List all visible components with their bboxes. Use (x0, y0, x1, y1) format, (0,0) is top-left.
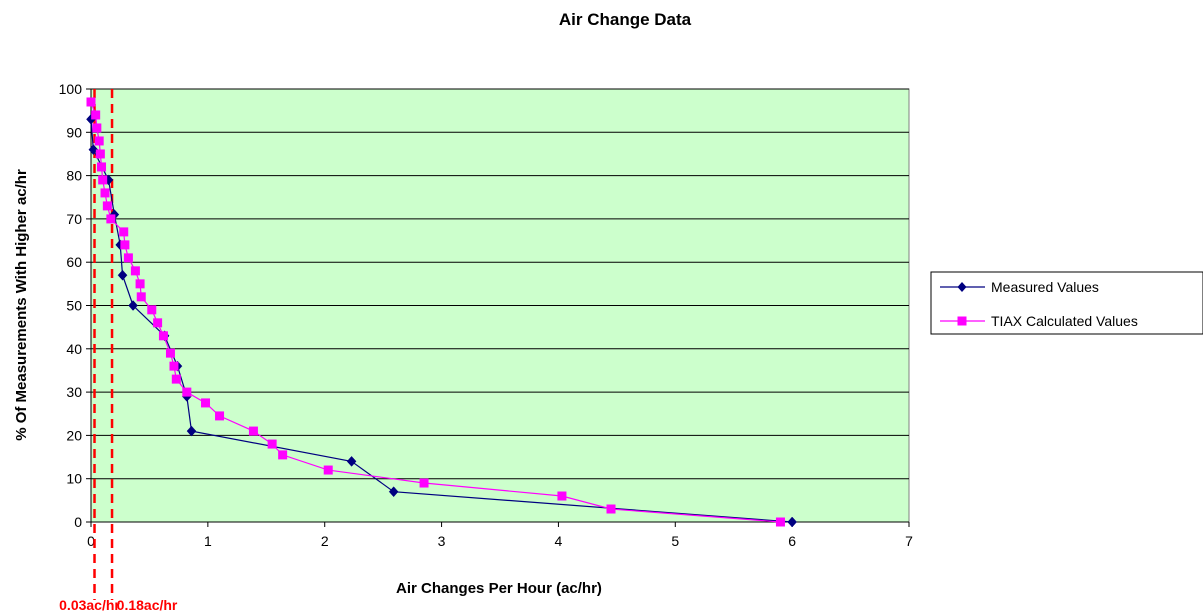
data-point-tiax (267, 439, 277, 449)
data-point-tiax (86, 97, 96, 107)
y-tick-label: 50 (66, 298, 82, 314)
legend: Measured Values TIAX Calculated Values (930, 271, 1203, 335)
data-point-tiax (323, 465, 333, 475)
chart-title: Air Change Data (559, 10, 692, 29)
data-point-measured (186, 425, 197, 437)
data-point-tiax (91, 110, 101, 120)
x-tick-label: 5 (671, 533, 679, 549)
legend-marker-diamond (957, 282, 967, 292)
data-point-tiax (169, 361, 179, 371)
data-point-tiax (120, 240, 130, 250)
series-line-measured (90, 119, 793, 523)
data-point-tiax (123, 253, 133, 263)
data-point-tiax (136, 292, 146, 302)
data-point-tiax (102, 201, 112, 211)
data-point-tiax (92, 123, 102, 133)
reference-line-label: 0.18ac/hr (117, 597, 178, 613)
y-tick-label: 80 (66, 168, 82, 184)
data-point-tiax (215, 411, 225, 421)
data-point-tiax (201, 398, 211, 408)
data-point-tiax (171, 374, 181, 384)
data-point-measured (117, 269, 128, 281)
data-point-tiax (147, 305, 157, 315)
reference-line-label: 0.03ac/hr (59, 597, 120, 613)
data-point-tiax (278, 450, 288, 460)
y-tick-label: 100 (59, 81, 83, 97)
y-tick-label: 40 (66, 341, 82, 357)
x-axis-title: Air Changes Per Hour (ac/hr) (396, 580, 602, 597)
data-point-tiax (130, 266, 140, 276)
data-point-tiax (106, 214, 116, 224)
y-tick-label: 60 (66, 254, 82, 270)
y-tick-label: 20 (66, 427, 82, 443)
data-point-tiax (95, 149, 105, 159)
data-point-tiax (158, 331, 168, 341)
data-point-tiax (98, 175, 108, 185)
data-point-tiax (119, 227, 129, 237)
data-point-measured (346, 456, 357, 467)
data-point-tiax (97, 162, 107, 172)
data-point-tiax (94, 136, 104, 146)
y-tick-label: 70 (66, 211, 82, 227)
series-markers (86, 97, 797, 528)
data-point-tiax (557, 491, 567, 501)
data-point-measured (787, 516, 797, 528)
data-point-tiax (775, 517, 785, 527)
legend-label: Measured Values (991, 279, 1099, 295)
x-tick-label: 6 (788, 533, 796, 549)
x-tick-label: 7 (905, 533, 913, 549)
x-tick-label: 2 (321, 533, 329, 549)
x-tick-label: 1 (204, 533, 212, 549)
x-tick-label: 3 (438, 533, 446, 549)
y-tick-label: 10 (66, 471, 82, 487)
reference-lines: 0.03ac/hr0.18ac/hr (59, 89, 178, 613)
data-point-measured (88, 144, 99, 155)
data-point-tiax (419, 478, 429, 488)
legend-marker-square (957, 316, 967, 326)
data-point-tiax (182, 387, 192, 397)
data-point-tiax (135, 279, 145, 289)
legend-label: TIAX Calculated Values (991, 313, 1138, 329)
x-axis-ticks: 0 1 2 3 4 5 6 7 (87, 522, 913, 549)
data-point-tiax (153, 318, 163, 328)
data-point-measured (128, 300, 138, 311)
x-tick-label: 0 (87, 533, 95, 549)
x-tick-label: 4 (555, 533, 563, 549)
y-tick-label: 90 (66, 124, 82, 140)
data-point-tiax (100, 188, 110, 198)
data-point-measured (388, 486, 399, 498)
y-axis-title: % Of Measurements With Higher ac/hr (13, 169, 30, 441)
y-axis-ticks: 0 10 20 30 40 50 60 70 80 90 100 (59, 81, 91, 530)
y-tick-label: 30 (66, 384, 82, 400)
legend-box (930, 271, 1203, 335)
data-point-tiax (165, 348, 175, 358)
y-tick-label: 0 (74, 514, 82, 530)
data-point-tiax (248, 426, 258, 436)
data-point-tiax (606, 504, 616, 514)
